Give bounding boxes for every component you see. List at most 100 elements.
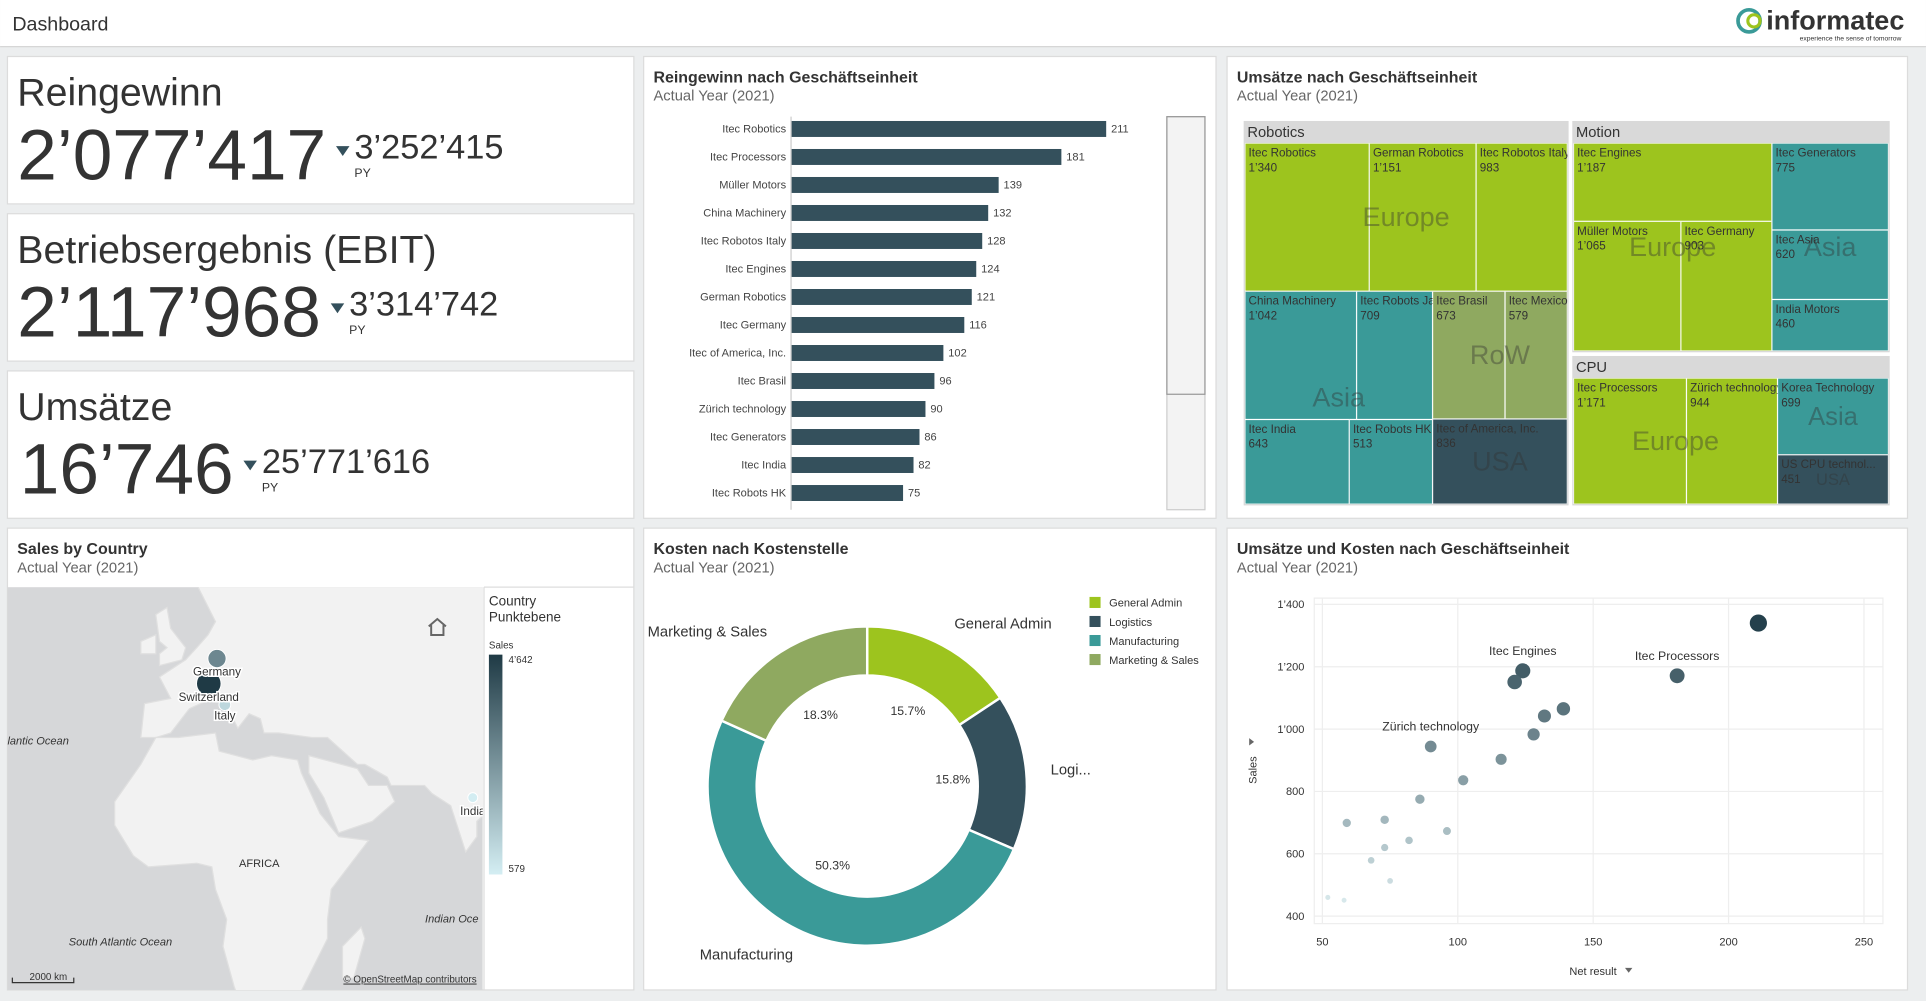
page-title: Dashboard [12,14,108,36]
scatter-point[interactable] [1341,897,1347,903]
home-icon[interactable] [428,617,447,636]
y-tick-label: Itec Brasil [738,376,787,388]
scatter-point[interactable] [1342,818,1351,828]
kpi-py-label: PY [262,480,278,494]
trend-arrow [330,303,345,314]
treemap-item-value: 643 [1249,438,1268,451]
data-label: 96 [939,376,951,388]
treemap-rect [1356,291,1433,420]
color-scale-max: 4’642 [509,655,533,666]
treemap-rect [1777,454,1889,505]
scatter-point[interactable] [1381,843,1389,852]
treemap-cell: India Motors 460 [1771,299,1889,352]
scatter-point[interactable] [1495,753,1507,765]
y-tick-label: Itec Robotics [722,124,786,136]
legend-label: Marketing & Sales [1109,655,1199,667]
y-tick-label: Itec Robots HK [712,488,787,500]
treemap-item-label: Itec Processors [1577,382,1657,395]
y-tick-label: 800 [1286,786,1304,798]
treemap-rect [1777,378,1889,455]
kpi-value: 2’117’968 [17,274,321,353]
scatter-point[interactable] [1424,740,1437,753]
chart-panel [1226,527,1909,991]
treemap-rect [1244,291,1357,420]
scatter-point[interactable] [1442,827,1451,836]
treemap-item-label: Itec Robots Japan [1360,295,1454,308]
treemap-item-label: Itec of America, Inc. [1436,422,1538,435]
scatter-point[interactable] [1405,836,1413,845]
treemap-item-label: China Machinery [1249,295,1337,308]
treemap-rect [1505,291,1568,419]
treemap-rect [1349,419,1433,505]
scatter-point[interactable] [1325,894,1331,900]
data-label: 90 [930,404,942,416]
bar [791,120,1107,137]
kpi-label: Umsätze [17,385,172,429]
treemap-rect [1573,143,1772,222]
donut-segment[interactable] [706,719,1016,947]
scatter-point[interactable] [1387,878,1393,884]
map-point[interactable] [218,698,232,712]
land [341,925,366,979]
scatter-point[interactable] [1458,775,1469,786]
legend-swatch [1089,615,1101,628]
legend-swatch [1089,634,1101,647]
donut-outer-label: Manufacturing [700,948,793,964]
map-point[interactable] [207,648,227,669]
treemap-item-value: 836 [1436,437,1455,450]
scatter-point[interactable] [1507,674,1522,690]
y-tick-label: Itec Generators [710,432,787,444]
kpi-py-value: 25’771’616 [262,443,430,481]
treemap-item-label: Itec Mexico [1509,295,1568,308]
scatter-point[interactable] [1527,728,1540,741]
treemap-rect [1432,418,1568,505]
map-point[interactable] [467,792,479,804]
scatter-point[interactable] [1537,709,1551,723]
map-point[interactable] [196,670,222,697]
logo-mark [1746,13,1762,29]
treemap-rect [1244,419,1350,505]
donut-outer-label: Logi... [1051,763,1091,779]
treemap-item-label: Itec Brasil [1436,295,1487,308]
treemap-region-label: Asia [1808,403,1858,431]
scrollbar-thumb[interactable] [1166,116,1206,395]
treemap-rect [1369,143,1477,292]
data-label: 121 [977,292,995,304]
data-label: 132 [993,208,1011,220]
scatter-point[interactable] [1367,856,1375,864]
treemap-item-value: 1’171 [1577,396,1606,409]
legend-title: Country [489,594,537,609]
kpi-value: 2’077’417 [17,116,326,195]
scatter-point[interactable] [1749,614,1767,632]
treemap-region-label: Europe [1629,232,1716,262]
bar [791,401,926,417]
y-axis-label: Sales [1248,756,1260,784]
kpi-panel [6,213,635,362]
place-label: South Atlantic Ocean [69,937,172,949]
scrollbar-track[interactable] [1166,116,1206,511]
treemap-rect [1476,143,1568,292]
kpi-label: Betriebsergebnis (EBIT) [17,228,436,272]
donut-segment[interactable] [719,625,869,743]
bar [791,260,977,277]
point-label: Zürich technology [1382,720,1480,734]
chart-subtitle: Actual Year (2021) [1237,89,1358,105]
logo-tagline: experience the sense of tomorrow [1800,36,1902,43]
attribution: © OpenStreetMap contributors [343,975,476,986]
scatter-point[interactable] [1556,702,1571,716]
data-label: 75 [908,488,920,500]
bar [791,232,983,249]
scatter-point[interactable] [1515,663,1531,679]
donut-value-label: 50.3% [815,859,850,873]
scatter-point[interactable] [1415,794,1425,804]
y-tick-label: Itec Robotos Italy [701,236,787,248]
scatter-point[interactable] [1669,668,1685,684]
y-tick-label: Itec of America, Inc. [689,348,786,360]
scatter-point[interactable] [1380,815,1389,825]
